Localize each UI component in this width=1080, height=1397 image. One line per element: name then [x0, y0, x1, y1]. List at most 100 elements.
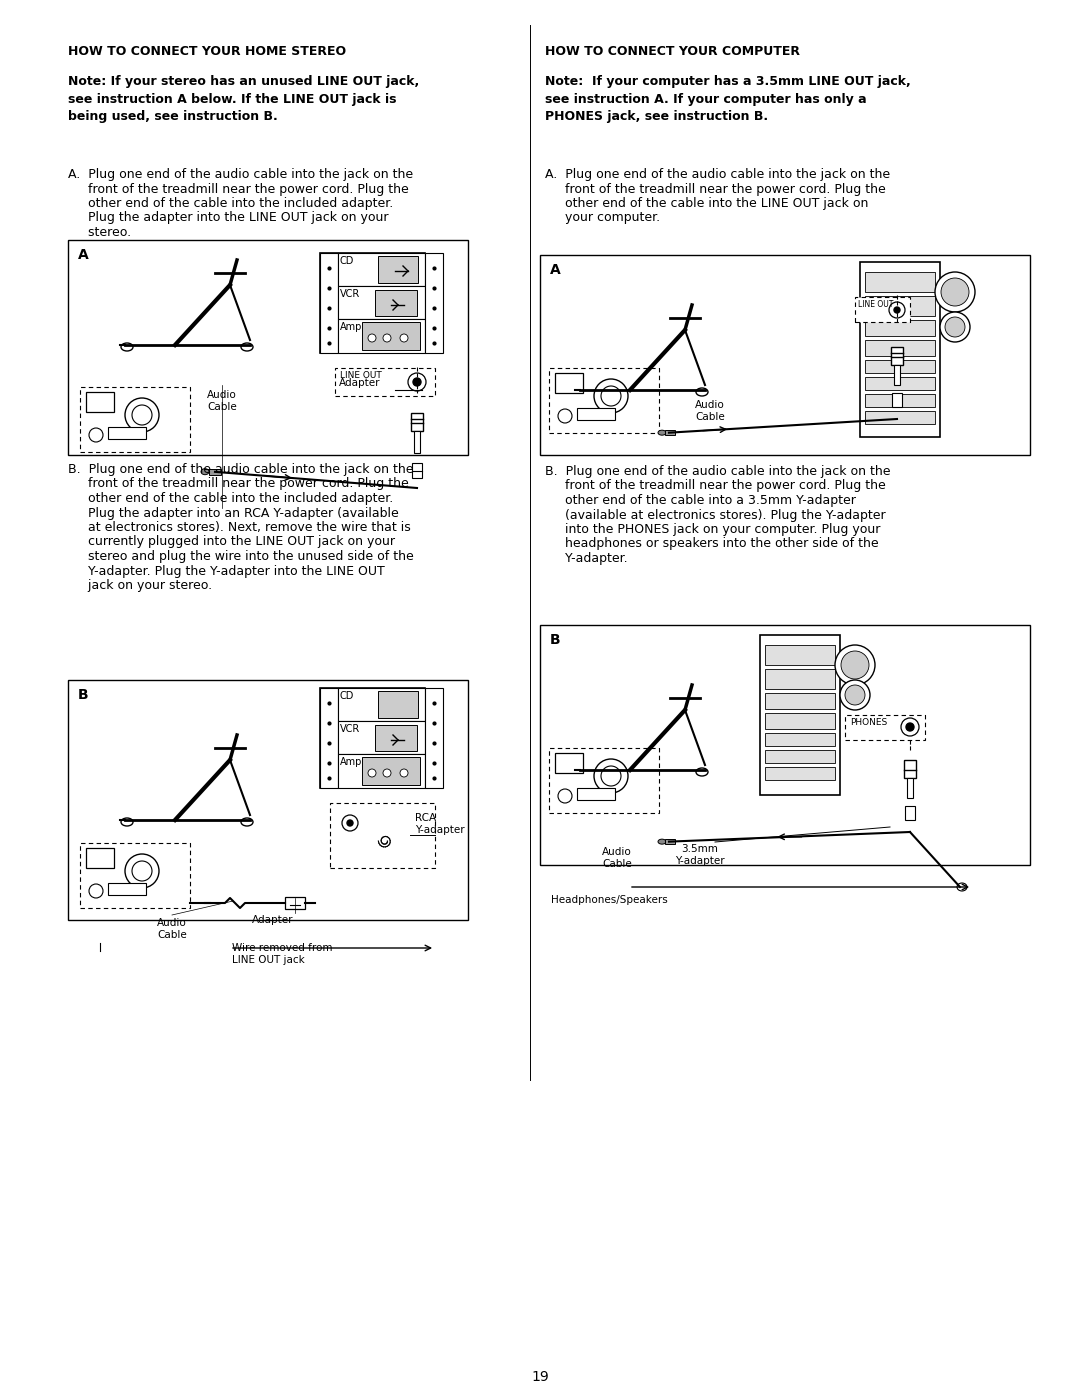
- Bar: [665, 840, 675, 844]
- Text: Audio
Cable: Audio Cable: [696, 400, 725, 422]
- Bar: [860, 263, 940, 437]
- Text: other end of the cable into the LINE OUT jack on: other end of the cable into the LINE OUT…: [545, 197, 868, 210]
- Ellipse shape: [576, 768, 588, 775]
- Text: B: B: [78, 687, 89, 703]
- Text: HOW TO CONNECT YOUR COMPUTER: HOW TO CONNECT YOUR COMPUTER: [545, 45, 800, 59]
- Text: RCA
Y-adapter: RCA Y-adapter: [415, 813, 464, 835]
- Bar: [68, 240, 468, 455]
- Ellipse shape: [383, 768, 391, 777]
- Text: front of the treadmill near the power cord. Plug the: front of the treadmill near the power co…: [68, 478, 408, 490]
- FancyBboxPatch shape: [80, 387, 190, 453]
- Ellipse shape: [400, 768, 408, 777]
- Ellipse shape: [576, 388, 588, 395]
- Text: headphones or speakers into the other side of the: headphones or speakers into the other si…: [545, 538, 879, 550]
- Text: B: B: [550, 633, 561, 647]
- Text: at electronics stores). Next, remove the wire that is: at electronics stores). Next, remove the…: [68, 521, 410, 534]
- Bar: [865, 394, 935, 407]
- Text: Adapter: Adapter: [338, 379, 380, 388]
- FancyBboxPatch shape: [330, 803, 435, 868]
- Bar: [577, 408, 615, 420]
- Bar: [338, 687, 426, 721]
- Bar: [108, 427, 146, 439]
- Bar: [865, 377, 935, 390]
- Text: A: A: [550, 263, 561, 277]
- Text: Note:  If your computer has a 3.5mm LINE OUT jack,
see instruction A. If your co: Note: If your computer has a 3.5mm LINE …: [545, 75, 910, 123]
- Bar: [765, 645, 835, 665]
- Text: stereo and plug the wire into the unused side of the: stereo and plug the wire into the unused…: [68, 550, 414, 563]
- Ellipse shape: [658, 430, 666, 436]
- Circle shape: [347, 820, 353, 826]
- Bar: [338, 319, 426, 353]
- Text: Y-adapter. Plug the Y-adapter into the LINE OUT: Y-adapter. Plug the Y-adapter into the L…: [68, 564, 384, 577]
- Circle shape: [125, 398, 159, 432]
- Circle shape: [594, 759, 627, 793]
- Text: Note: If your stereo has an unused LINE OUT jack,
see instruction A below. If th: Note: If your stereo has an unused LINE …: [68, 75, 419, 123]
- Bar: [765, 693, 835, 710]
- Circle shape: [906, 724, 914, 731]
- Text: Plug the adapter into the LINE OUT jack on your: Plug the adapter into the LINE OUT jack …: [68, 211, 389, 225]
- Bar: [765, 733, 835, 746]
- Bar: [540, 624, 1030, 865]
- Bar: [865, 320, 935, 337]
- Text: other end of the cable into the included adapter.: other end of the cable into the included…: [68, 197, 393, 210]
- Bar: [86, 393, 114, 412]
- Circle shape: [558, 409, 572, 423]
- Bar: [765, 712, 835, 729]
- Text: LINE OUT: LINE OUT: [858, 300, 893, 309]
- Bar: [320, 253, 338, 353]
- Bar: [378, 256, 418, 284]
- Ellipse shape: [241, 344, 253, 351]
- Ellipse shape: [121, 819, 133, 826]
- Circle shape: [132, 861, 152, 882]
- Bar: [411, 414, 423, 432]
- Bar: [865, 411, 935, 425]
- Circle shape: [89, 884, 103, 898]
- Text: CD: CD: [340, 692, 354, 701]
- Bar: [320, 687, 426, 788]
- Bar: [86, 848, 114, 868]
- Bar: [905, 806, 915, 820]
- Circle shape: [841, 651, 869, 679]
- Text: 19: 19: [531, 1370, 549, 1384]
- Circle shape: [132, 405, 152, 425]
- Circle shape: [894, 307, 900, 313]
- Text: B.  Plug one end of the audio cable into the jack on the: B. Plug one end of the audio cable into …: [545, 465, 891, 478]
- Text: currently plugged into the LINE OUT jack on your: currently plugged into the LINE OUT jack…: [68, 535, 395, 549]
- Text: into the PHONES jack on your computer. Plug your: into the PHONES jack on your computer. P…: [545, 522, 880, 536]
- Text: A.  Plug one end of the audio cable into the jack on the: A. Plug one end of the audio cable into …: [545, 168, 890, 182]
- Bar: [760, 636, 840, 795]
- Ellipse shape: [696, 388, 708, 395]
- Text: your computer.: your computer.: [545, 211, 660, 225]
- Circle shape: [413, 379, 421, 386]
- Ellipse shape: [658, 840, 666, 844]
- Circle shape: [125, 854, 159, 888]
- Bar: [865, 339, 935, 356]
- Circle shape: [901, 718, 919, 736]
- Text: VCR: VCR: [340, 724, 361, 733]
- Bar: [411, 462, 422, 478]
- Circle shape: [941, 278, 969, 306]
- Circle shape: [840, 680, 870, 710]
- Text: PHONES: PHONES: [850, 718, 888, 726]
- Bar: [285, 897, 305, 909]
- Bar: [892, 393, 902, 407]
- Bar: [894, 365, 900, 386]
- FancyBboxPatch shape: [549, 747, 659, 813]
- Bar: [320, 687, 338, 788]
- Text: front of the treadmill near the power cord. Plug the: front of the treadmill near the power co…: [545, 479, 886, 493]
- Bar: [665, 430, 675, 436]
- Circle shape: [935, 272, 975, 312]
- Bar: [865, 272, 935, 292]
- Text: Amp: Amp: [340, 321, 363, 332]
- Ellipse shape: [121, 344, 133, 351]
- Text: Audio
Cable: Audio Cable: [157, 918, 187, 940]
- Circle shape: [845, 685, 865, 705]
- Text: HOW TO CONNECT YOUR HOME STEREO: HOW TO CONNECT YOUR HOME STEREO: [68, 45, 346, 59]
- Circle shape: [940, 312, 970, 342]
- Text: other end of the cable into the included adapter.: other end of the cable into the included…: [68, 492, 393, 504]
- Text: front of the treadmill near the power cord. Plug the: front of the treadmill near the power co…: [68, 183, 408, 196]
- Bar: [426, 687, 443, 788]
- Bar: [362, 321, 420, 351]
- Text: 3.5mm
Y-adapter: 3.5mm Y-adapter: [675, 844, 725, 866]
- Ellipse shape: [400, 334, 408, 342]
